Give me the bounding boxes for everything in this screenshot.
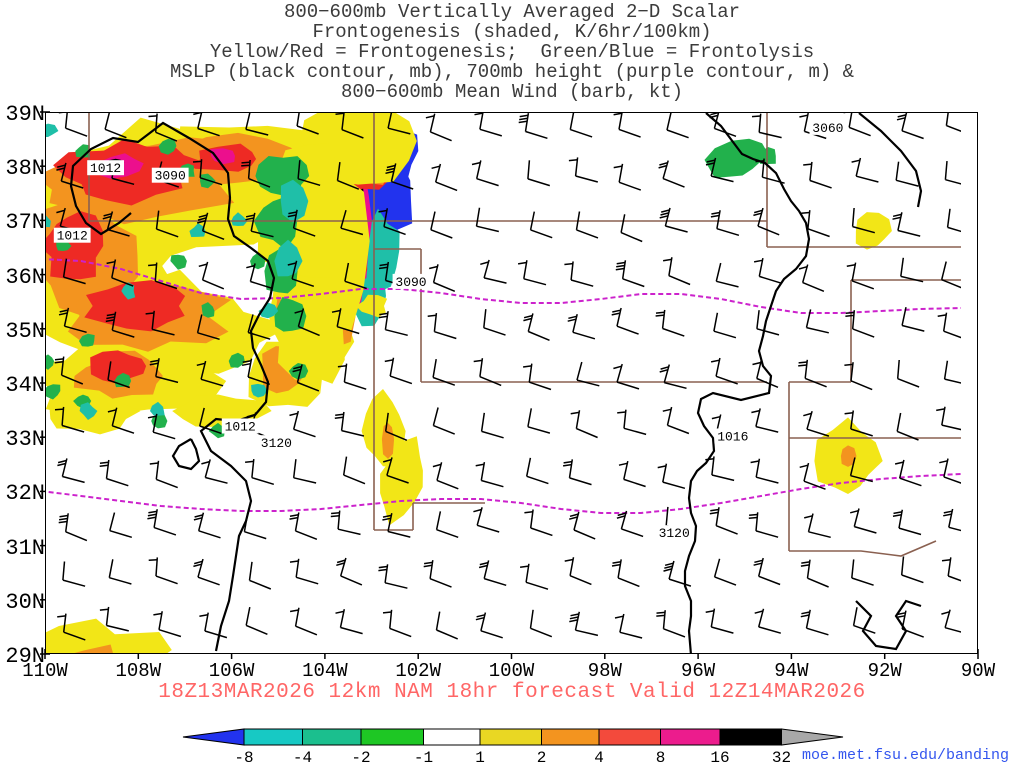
svg-text:2: 2	[537, 749, 547, 767]
svg-text:-1: -1	[414, 749, 433, 767]
svg-text:3060: 3060	[812, 121, 843, 136]
svg-text:3090: 3090	[155, 169, 186, 184]
svg-text:1016: 1016	[717, 430, 748, 445]
svg-text:3090: 3090	[395, 275, 426, 290]
svg-text:3120: 3120	[659, 526, 690, 541]
svg-text:8: 8	[656, 749, 666, 767]
svg-text:1012: 1012	[57, 229, 88, 244]
svg-text:1: 1	[475, 749, 485, 767]
svg-text:-8: -8	[234, 749, 253, 767]
svg-text:1012: 1012	[225, 420, 256, 435]
svg-text:-2: -2	[351, 749, 370, 767]
svg-text:16: 16	[710, 749, 729, 767]
svg-text:3120: 3120	[261, 436, 292, 451]
svg-text:32: 32	[772, 749, 791, 767]
svg-text:-4: -4	[293, 749, 312, 767]
svg-text:4: 4	[594, 749, 604, 767]
svg-text:1012: 1012	[90, 161, 121, 176]
